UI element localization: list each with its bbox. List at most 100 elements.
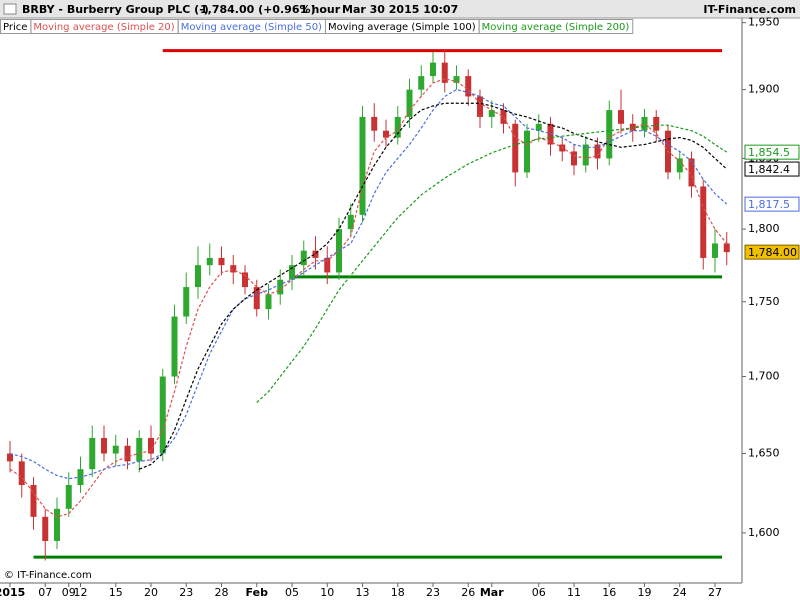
- candle-body: [171, 316, 178, 377]
- candle-body: [394, 116, 401, 138]
- candle-body: [629, 123, 636, 131]
- candle-body: [347, 214, 354, 230]
- candle-body: [535, 123, 542, 131]
- candle-body: [606, 110, 613, 159]
- x-tick-label: 20: [144, 586, 158, 599]
- candle-body: [641, 116, 648, 131]
- candle-body: [676, 158, 683, 173]
- last-price: 1,784.00 (+0.96%): [200, 3, 316, 16]
- x-tick-label: 18: [391, 586, 405, 599]
- x-tick-label: 15: [109, 586, 123, 599]
- x-tick-label: 10: [320, 586, 334, 599]
- moving-average-line: [256, 124, 728, 403]
- candle-body: [688, 158, 695, 187]
- candle-body: [101, 437, 107, 454]
- legend-box: [478, 19, 634, 34]
- last-value-label: 1,842.4: [748, 163, 790, 176]
- candle-body: [430, 62, 436, 77]
- candle-body: [512, 123, 519, 173]
- candle-body: [242, 272, 248, 288]
- legend-label: Moving average (Simple 20): [33, 22, 174, 33]
- candle-body: [418, 76, 425, 90]
- x-tick-label: 13: [356, 586, 370, 599]
- candle-body: [547, 123, 554, 145]
- x-tick-label: Feb: [246, 586, 269, 599]
- candle-body: [89, 437, 96, 470]
- candle-body: [277, 279, 284, 295]
- candle-body: [230, 265, 237, 273]
- candle-body: [42, 516, 49, 541]
- y-tick-label: 1,900: [748, 83, 780, 96]
- candle-body: [54, 508, 60, 541]
- candle-body: [289, 265, 295, 280]
- candle-body: [159, 376, 166, 454]
- candle-body: [136, 437, 143, 462]
- x-tick-label: 05: [285, 586, 299, 599]
- legend-label: Moving average (Simple 200): [482, 22, 630, 33]
- last-value-box: [744, 244, 800, 260]
- candle-body: [618, 110, 624, 124]
- x-tick-label: 06: [532, 586, 546, 599]
- watermark: © IT-Finance.com: [4, 570, 92, 581]
- x-tick-label: 26: [461, 586, 475, 599]
- y-tick-label: 1,650: [748, 447, 780, 460]
- candle-body: [148, 437, 154, 454]
- candle-body: [371, 116, 378, 131]
- candle-body: [594, 144, 601, 159]
- candle-body: [265, 294, 272, 310]
- candle-body: [324, 257, 331, 273]
- candle-body: [571, 151, 577, 166]
- candle-body: [500, 110, 507, 124]
- candle-body: [359, 116, 366, 215]
- x-tick-label: 28: [215, 586, 229, 599]
- candle-body: [30, 484, 37, 517]
- x-tick-label: 07: [38, 586, 52, 599]
- timestamp: Mar 30 2015 10:07: [342, 3, 458, 16]
- y-tick-label: 1,800: [748, 222, 780, 235]
- candle-body: [712, 243, 718, 258]
- candle-body: [7, 453, 13, 462]
- candle-body: [653, 116, 660, 131]
- last-value-label: 1,784.00: [748, 246, 797, 259]
- candle-body: [477, 96, 483, 117]
- legend-label: Price: [3, 22, 27, 33]
- candle-body: [700, 186, 707, 258]
- candle-body: [300, 250, 307, 266]
- candle-body: [453, 76, 460, 83]
- moving-average-line: [139, 102, 728, 470]
- candle-body: [218, 257, 225, 266]
- candle-body: [195, 265, 201, 288]
- last-value-label: 1,817.5: [748, 198, 790, 211]
- last-value-box: [744, 144, 800, 160]
- last-value-box: [744, 161, 800, 177]
- x-tick-label: 24: [673, 586, 687, 599]
- x-tick-label: Mar: [480, 586, 504, 599]
- menu-icon[interactable]: [3, 3, 17, 15]
- candle-body: [112, 445, 119, 454]
- brand: IT-Finance.com: [703, 3, 796, 16]
- x-tick-label: 27: [708, 586, 722, 599]
- x-tick-label: 16: [602, 586, 616, 599]
- last-value-box: [744, 196, 800, 212]
- x-tick-label: 11: [567, 586, 581, 599]
- y-tick-label: 1,700: [748, 370, 780, 383]
- x-tick-label: 23: [426, 586, 440, 599]
- x-tick-label: 23: [179, 586, 193, 599]
- candle-body: [406, 89, 413, 117]
- candle-body: [441, 62, 448, 83]
- candle-body: [65, 484, 72, 509]
- candle-body: [488, 110, 495, 117]
- y-tick-label: 1,600: [748, 526, 780, 539]
- last-value-label: 1,854.5: [748, 146, 790, 159]
- candle-body: [183, 287, 190, 317]
- x-tick-label: 19: [638, 586, 652, 599]
- candle-body: [18, 461, 25, 485]
- y-tick-label: 1,750: [748, 295, 780, 308]
- candle-body: [206, 257, 213, 266]
- candle-body: [253, 287, 260, 310]
- candle-body: [383, 130, 389, 138]
- candle-body: [312, 250, 319, 258]
- x-tick-label: 09: [62, 586, 76, 599]
- chart-title: BRBY - Burberry Group PLC (-): [22, 3, 209, 16]
- x-tick-label: 12: [74, 586, 88, 599]
